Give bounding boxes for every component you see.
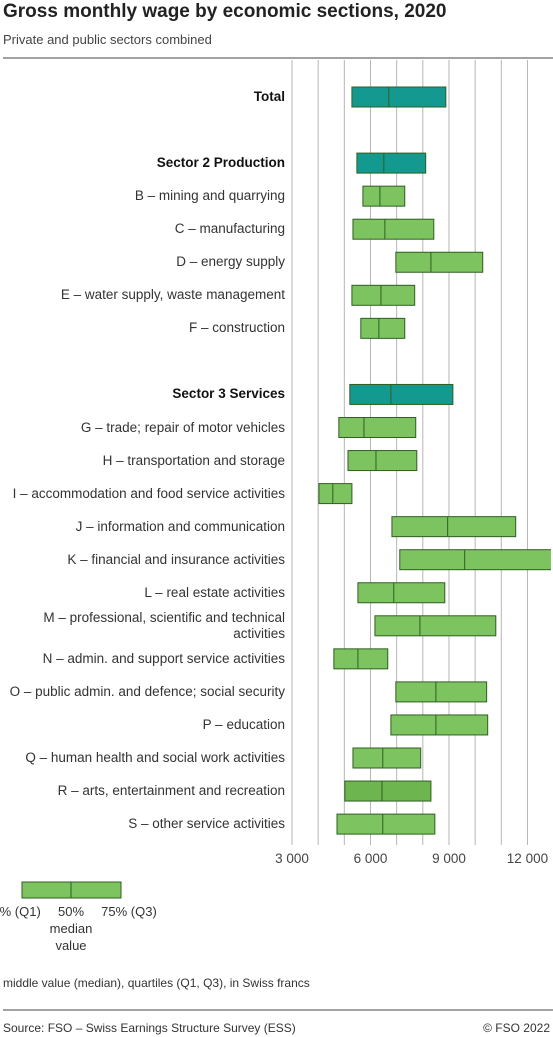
box bbox=[391, 516, 517, 538]
category-label: I – accommodation and food service activ… bbox=[12, 485, 285, 501]
box bbox=[333, 648, 389, 670]
box bbox=[395, 681, 488, 703]
note: middle value (median), quartiles (Q1, Q3… bbox=[3, 976, 310, 990]
category-label: B – mining and quarrying bbox=[134, 188, 285, 204]
box bbox=[318, 483, 353, 505]
category-label: J – information and communication bbox=[75, 518, 285, 534]
copyright: © FSO 2022 bbox=[483, 1021, 550, 1035]
x-tick-label: 3 000 bbox=[275, 851, 309, 866]
category-label: Q – human health and social work activit… bbox=[25, 750, 285, 765]
box bbox=[344, 780, 432, 802]
box bbox=[347, 450, 418, 472]
category-label: C – manufacturing bbox=[174, 221, 285, 237]
category-label: O – public admin. and defence; social se… bbox=[9, 683, 285, 699]
chart-subtitle: Private and public sectors combined bbox=[3, 32, 212, 47]
category-label: Total bbox=[253, 89, 285, 104]
box bbox=[374, 615, 497, 637]
category-label: R – arts, entertainment and recreation bbox=[57, 783, 285, 799]
category-label: K – financial and insurance activities bbox=[67, 551, 285, 567]
category-label: N – admin. and support service activitie… bbox=[42, 650, 285, 666]
category-label: E – water supply, waste management bbox=[60, 287, 285, 303]
box bbox=[351, 86, 447, 108]
box bbox=[395, 251, 484, 273]
box bbox=[399, 549, 551, 571]
legend-q1: 25% (Q1) bbox=[0, 904, 41, 919]
x-tick-label: 9 000 bbox=[432, 851, 466, 866]
box bbox=[362, 185, 406, 207]
category-label: L – real estate activities bbox=[144, 584, 285, 600]
box bbox=[357, 582, 446, 604]
box bbox=[349, 383, 454, 405]
chart-title: Gross monthly wage by economic sections,… bbox=[3, 1, 447, 22]
box bbox=[338, 417, 417, 438]
box bbox=[351, 284, 416, 306]
category-label: F – construction bbox=[188, 320, 285, 336]
box bbox=[336, 813, 436, 835]
category-label: D – energy supply bbox=[176, 254, 285, 270]
box bbox=[356, 152, 427, 174]
source: Source: FSO – Swiss Earnings Structure S… bbox=[3, 1021, 296, 1035]
category-label: Sector 2 Production bbox=[156, 155, 285, 171]
x-tick-label: 6 000 bbox=[354, 851, 388, 866]
x-tick-label: 12 000 bbox=[507, 851, 548, 866]
legend-q3: 75% (Q3) bbox=[101, 904, 157, 919]
category-label: Sector 3 Services bbox=[172, 386, 285, 402]
category-label: P – education bbox=[202, 716, 285, 732]
box bbox=[360, 317, 406, 339]
legend-median-label: 50% median value bbox=[49, 904, 93, 953]
box bbox=[352, 747, 422, 769]
box bbox=[352, 218, 435, 240]
category-label: H – transportation and storage bbox=[102, 452, 285, 468]
category-label: M – professional, scientific and technic… bbox=[43, 609, 285, 641]
box bbox=[390, 714, 489, 736]
category-label: G – trade; repair of motor vehicles bbox=[80, 419, 285, 435]
category-label: S – other service activities bbox=[128, 816, 285, 832]
